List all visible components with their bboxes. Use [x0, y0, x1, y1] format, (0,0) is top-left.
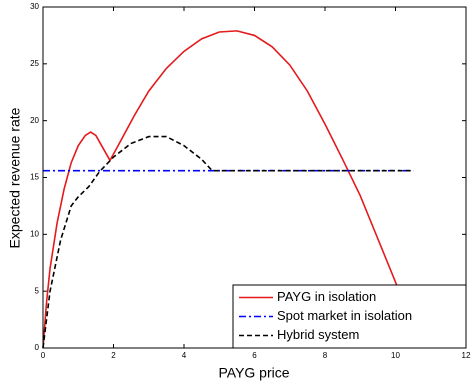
x-tick-label: 8 — [323, 351, 328, 360]
y-tick-label: 5 — [35, 286, 40, 295]
legend-label: PAYG in isolation — [277, 289, 376, 304]
x-tick-label: 0 — [41, 351, 46, 360]
legend-box — [232, 284, 467, 349]
y-tick-label: 10 — [30, 229, 39, 238]
y-tick-label: 15 — [30, 173, 39, 182]
y-tick-label: 0 — [35, 343, 40, 352]
legend-label: Spot market in isolation — [277, 308, 412, 323]
x-axis-label: PAYG price — [218, 365, 289, 381]
x-tick-label: 2 — [111, 351, 116, 360]
y-axis-label: Expected revenue rate — [7, 107, 23, 248]
y-tick-label: 30 — [30, 2, 39, 11]
x-tick-label: 4 — [182, 351, 187, 360]
legend-label: Hybrid system — [277, 327, 359, 342]
y-tick-label: 25 — [30, 59, 39, 68]
y-tick-label: 20 — [30, 116, 39, 125]
x-tick-label: 10 — [391, 351, 400, 360]
x-tick-label: 6 — [252, 351, 257, 360]
x-tick-label: 12 — [462, 351, 471, 360]
series-line — [42, 30, 407, 349]
series-line — [42, 135, 414, 349]
